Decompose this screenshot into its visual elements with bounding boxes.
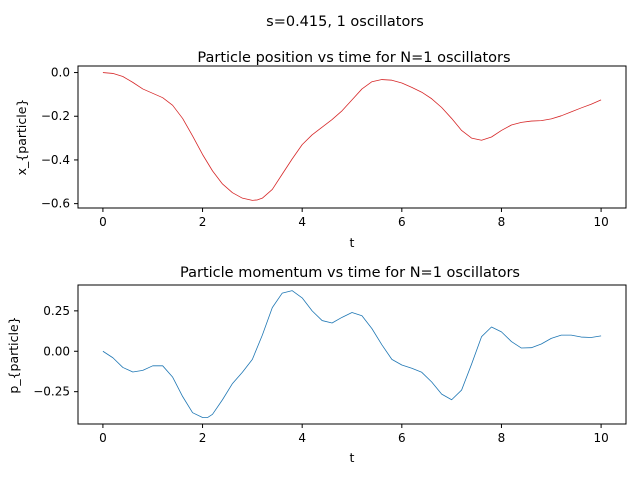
momentum-x-tick-label: 0 [99,431,107,445]
position-x-tick-label: 4 [298,215,306,229]
position-y-tick-label: −0.4 [41,153,70,167]
position-series-line [102,72,602,201]
momentum-y-axis-label: p_{particle} [6,316,21,393]
position-plot-area: 0 2 4 6 8 10 0.0 −0.2 −0.4 −0.6 [41,66,609,229]
position-axes-frame [77,65,627,209]
figure-suptitle: s=0.415, 1 oscillators [266,14,424,30]
momentum-x-tick-label: 6 [398,431,406,445]
momentum-series-line [102,290,602,418]
position-panel: Particle position vs time for N=1 oscill… [14,50,627,250]
position-y-axis-label: x_{particle} [14,99,29,176]
momentum-x-tick-label: 10 [593,431,608,445]
position-x-tick-label: 6 [398,215,406,229]
position-y-tick-label: 0.0 [51,66,70,80]
position-x-tick-label: 8 [498,215,506,229]
momentum-y-tick-label: −0.25 [33,385,70,399]
momentum-x-tick-label: 2 [199,431,207,445]
position-x-tick-label: 0 [99,215,107,229]
momentum-x-tick-label: 8 [498,431,506,445]
position-y-tick-label: −0.6 [41,197,70,211]
position-y-tick-label: −0.2 [41,109,70,123]
momentum-plot-area: 0 2 4 6 8 10 0.25 0.00 −0.25 [33,290,609,445]
momentum-chart-title: Particle momentum vs time for N=1 oscill… [180,265,520,281]
position-x-tick-label: 10 [593,215,608,229]
position-x-tick-label: 2 [199,215,207,229]
position-x-axis-label: t [350,235,355,250]
momentum-axes-frame [77,284,627,425]
momentum-panel: Particle momentum vs time for N=1 oscill… [6,265,627,465]
position-chart-title: Particle position vs time for N=1 oscill… [197,50,510,66]
momentum-y-tick-label: 0.00 [43,344,70,358]
momentum-x-axis-label: t [350,450,355,465]
momentum-x-tick-label: 4 [298,431,306,445]
momentum-y-tick-label: 0.25 [43,304,70,318]
